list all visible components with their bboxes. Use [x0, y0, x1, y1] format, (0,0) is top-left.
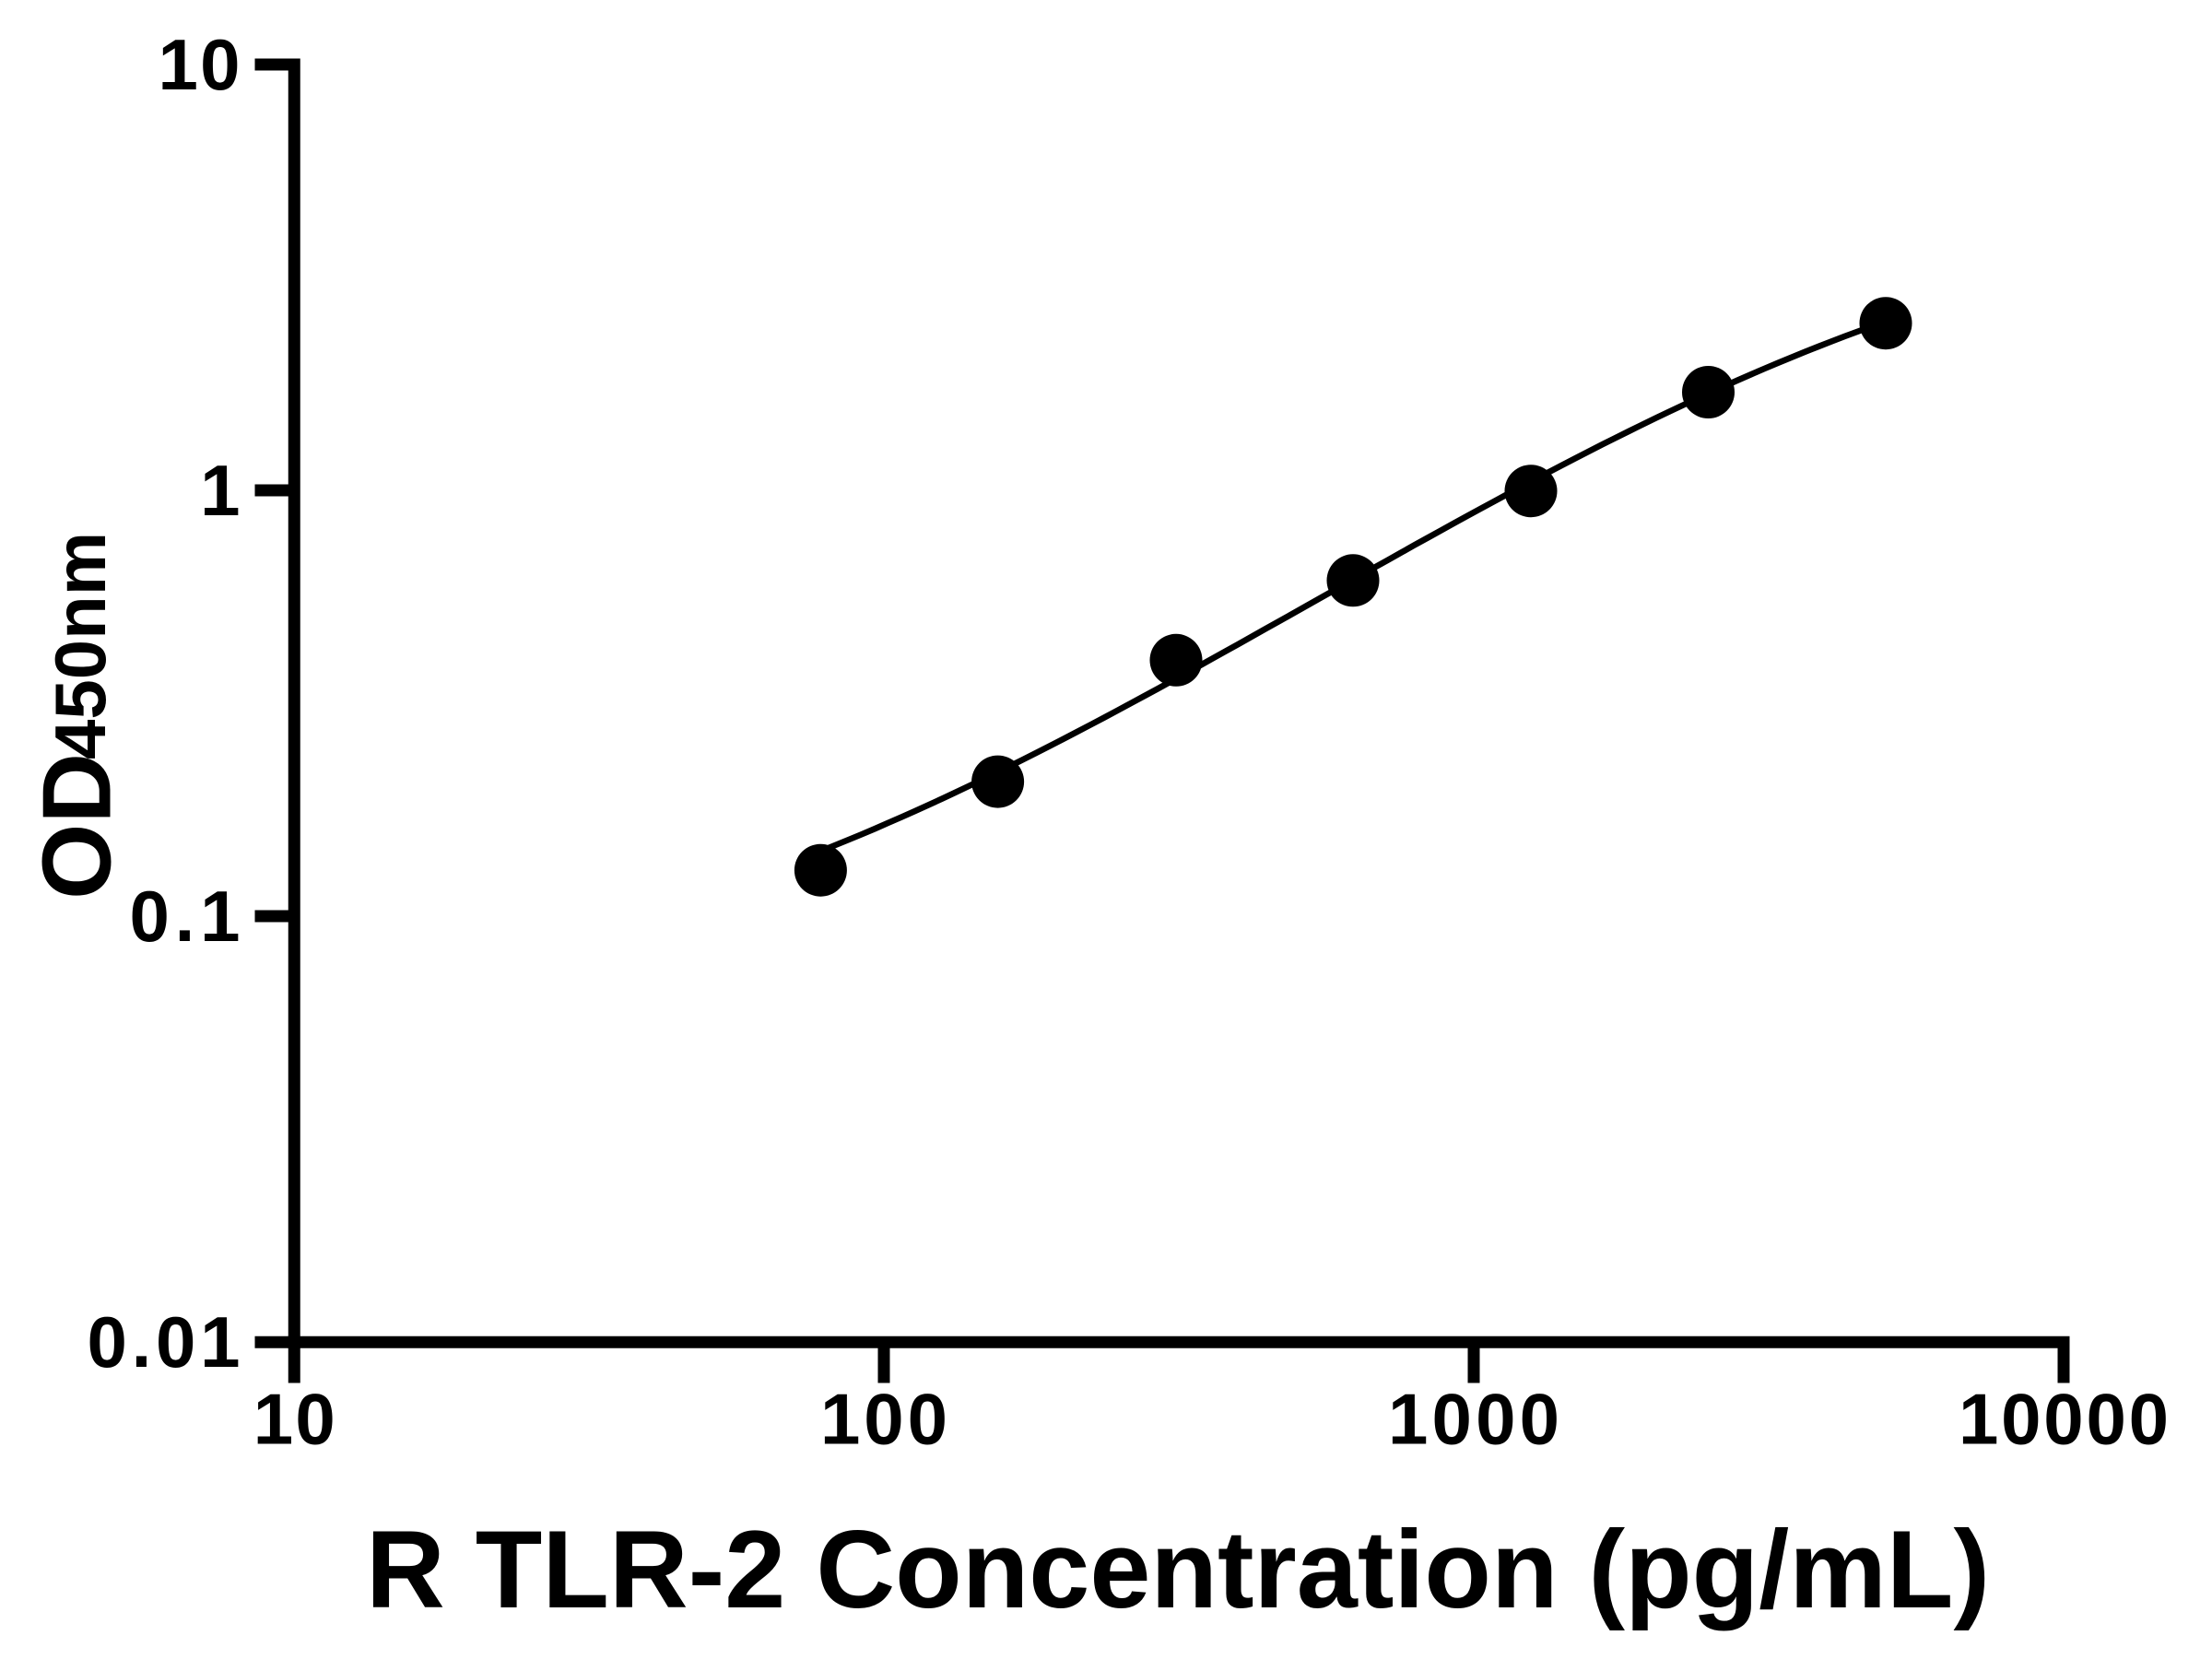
svg-text:100: 100 [820, 1379, 947, 1460]
svg-text:1: 1 [200, 450, 240, 531]
svg-text:R TLR-2 Concentration (pg/mL): R TLR-2 Concentration (pg/mL) [366, 1508, 1990, 1631]
svg-text:0.1: 0.1 [130, 876, 241, 957]
svg-text:450nm: 450nm [40, 532, 121, 759]
svg-text:OD: OD [23, 753, 132, 900]
svg-text:0.01: 0.01 [88, 1301, 241, 1382]
svg-text:10000: 10000 [1959, 1379, 2169, 1460]
